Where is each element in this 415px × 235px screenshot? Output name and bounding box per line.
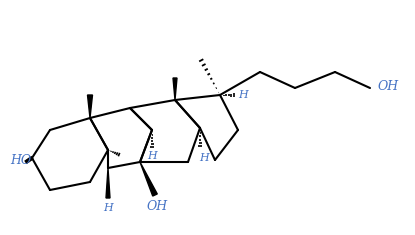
Text: H: H [103, 203, 113, 213]
Text: OH: OH [146, 200, 168, 214]
Polygon shape [88, 95, 93, 118]
Polygon shape [140, 162, 157, 196]
Text: H: H [238, 90, 248, 100]
Text: H: H [199, 153, 209, 163]
Polygon shape [106, 168, 110, 198]
Polygon shape [173, 78, 177, 100]
Text: HO: HO [10, 153, 31, 167]
Text: OH: OH [378, 79, 399, 93]
Text: H: H [147, 151, 157, 161]
